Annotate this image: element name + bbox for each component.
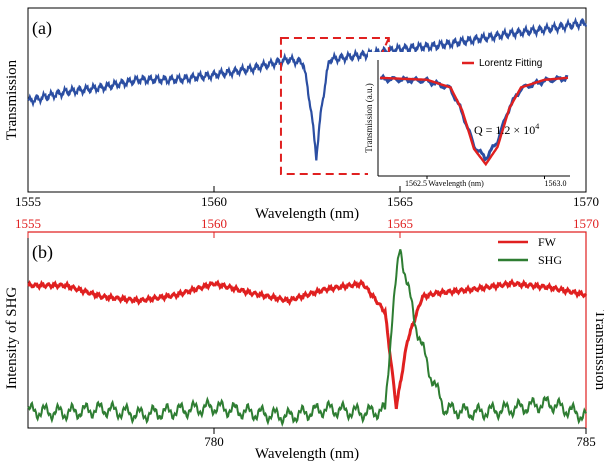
panel-b-top-tick-label: 1565 [387,216,413,231]
inset-y-axis-label: Transmission (a.u.) [364,83,374,152]
panel-b-right-y-axis-label: Transmission [592,310,604,391]
panel-b-x-axis-label: Wavelength (nm) [255,446,359,462]
panel-a-x-tick-label: 1560 [201,194,227,209]
panel-b-plot-frame [27,231,587,429]
panel-b-left-y-axis-label: Intensity of SHG [4,287,20,390]
panel-a-x-axis-label: Wavelength (nm) [255,206,359,222]
legend-label-fw: FW [538,235,557,249]
panel-b-fw-line [27,278,588,410]
inset-chart: Transmission (a.u.) 1562.5 1563.0 Wavelen… [364,52,574,188]
panel-b-shg-line [27,249,587,427]
inset-q-annotation: Q = 1.2 × 104 [474,122,539,137]
legend-label-shg: SHG [538,253,562,267]
panel-b-label: (b) [32,242,53,263]
panel-a-x-tick-label: 1565 [387,194,413,209]
panel-a-transmission-line [27,16,588,161]
panel-a-x-tick-label: 1570 [573,194,599,209]
panel-b-top-x-ticks: 1555 1560 1565 1570 [15,216,599,238]
panel-a-x-ticks: 1555 1560 1565 1570 [15,186,599,209]
inset-lorentz-fit-line [379,76,569,167]
panel-a: (a) Transmission 1555 1560 1565 1570 Wavele… [4,7,599,222]
panel-a-label: (a) [32,18,52,39]
panel-a-x-tick-label: 1555 [15,194,41,209]
inset-x-ticks: 1562.5 1563.0 [405,176,567,188]
panel-b-top-tick-label: 1555 [15,216,41,231]
panel-b: 1555 1560 1565 1570 (b) Intensity of SHG Tr… [4,216,604,462]
inset-background [368,52,574,182]
inset-x-tick-label: 1562.5 [405,179,427,188]
inset-x-tick-label: 1563.0 [545,179,567,188]
panel-a-y-axis-label: Transmission [4,59,20,140]
zoom-connector-top [377,37,390,63]
panel-b-x-tick-label: 780 [204,434,224,449]
panel-b-x-ticks: 780 785 [204,428,596,449]
inset-legend-lorentz: Lorentz Fitting [479,58,542,69]
panel-b-top-tick-label: 1570 [573,216,599,231]
panel-b-top-tick-label: 1560 [201,216,227,231]
inset-x-axis-label: Wavelength (nm) [428,179,484,188]
panel-b-x-tick-label: 785 [576,434,596,449]
